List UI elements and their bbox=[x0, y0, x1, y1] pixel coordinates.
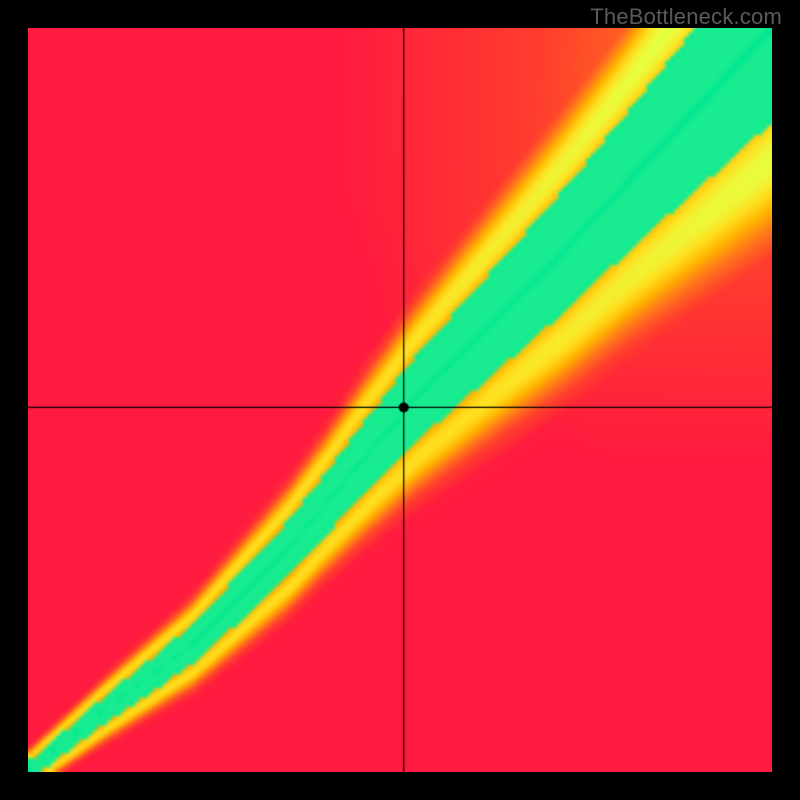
watermark-text: TheBottleneck.com bbox=[590, 4, 782, 30]
bottleneck-heatmap bbox=[28, 28, 772, 772]
chart-container: TheBottleneck.com bbox=[0, 0, 800, 800]
